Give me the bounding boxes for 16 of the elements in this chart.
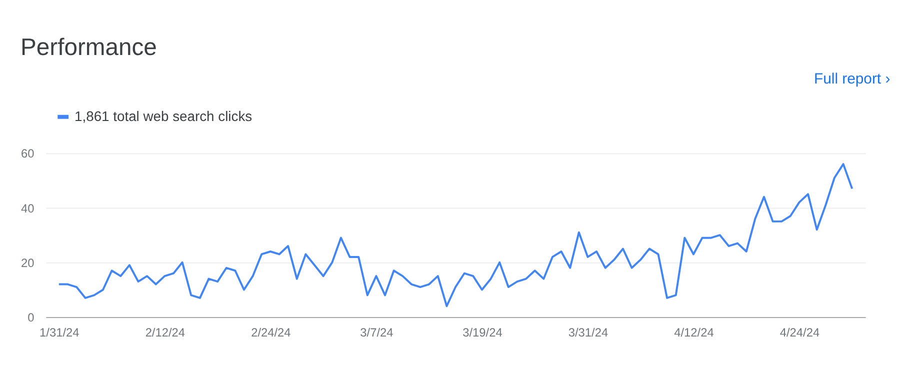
x-tick-label: 2/24/24 xyxy=(251,325,292,340)
legend-label: 1,861 total web search clicks xyxy=(74,108,252,124)
x-tick-label: 2/12/24 xyxy=(145,325,186,340)
y-tick-label: 60 xyxy=(21,146,35,161)
y-tick-label: 0 xyxy=(28,310,35,325)
x-tick-label: 3/7/24 xyxy=(360,325,394,340)
x-tick-label: 1/31/24 xyxy=(40,325,80,340)
x-tick-label: 3/19/24 xyxy=(462,325,503,340)
y-tick-label: 40 xyxy=(21,201,35,216)
x-tick-label: 4/12/24 xyxy=(674,325,714,340)
x-tick-label: 4/24/24 xyxy=(780,325,820,340)
y-tick-label: 20 xyxy=(21,256,35,270)
x-tick-label: 3/31/24 xyxy=(568,325,608,340)
text: Full report › xyxy=(814,72,890,88)
line-series xyxy=(58,163,854,308)
chart-title: Performance xyxy=(20,34,157,61)
